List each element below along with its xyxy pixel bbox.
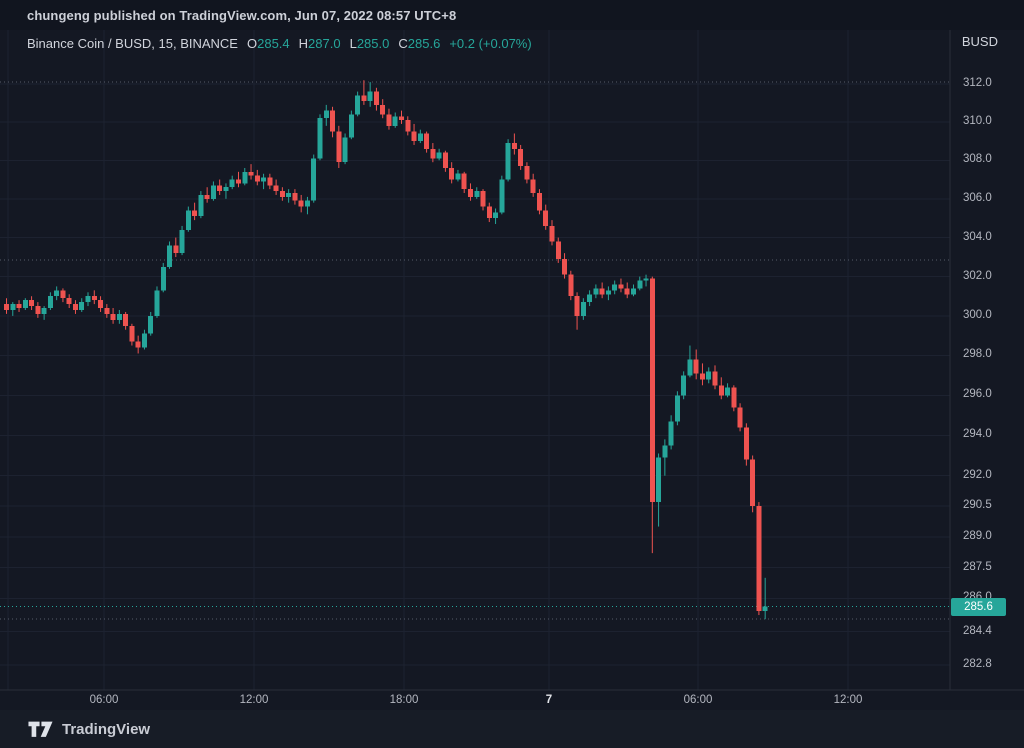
current-price-badge: 285.6 [951,597,1006,616]
tradingview-logo-icon [28,720,53,739]
tradingview-brand-link[interactable]: TradingView [28,720,150,739]
ohlc-open: O 285.4 [246,36,290,51]
price-change: +0.2 (+0.07%) [449,36,532,51]
symbol-legend: Binance Coin / BUSD, 15, BINANCE O 285.4 … [27,36,532,51]
quote-currency-label: BUSD [961,34,998,49]
footer-bar: TradingView [0,710,1024,748]
ohlc-close: C 285.6 [398,36,441,51]
ohlc-high: H 287.0 [298,36,341,51]
publish-topbar: chungeng published on TradingView.com, J… [0,0,1024,30]
published-caption: chungeng published on TradingView.com, J… [27,7,457,23]
ohlc-low: L 285.0 [349,36,390,51]
symbol-title: Binance Coin / BUSD, 15, BINANCE [27,36,238,51]
tradingview-brand-name: TradingView [62,720,151,738]
